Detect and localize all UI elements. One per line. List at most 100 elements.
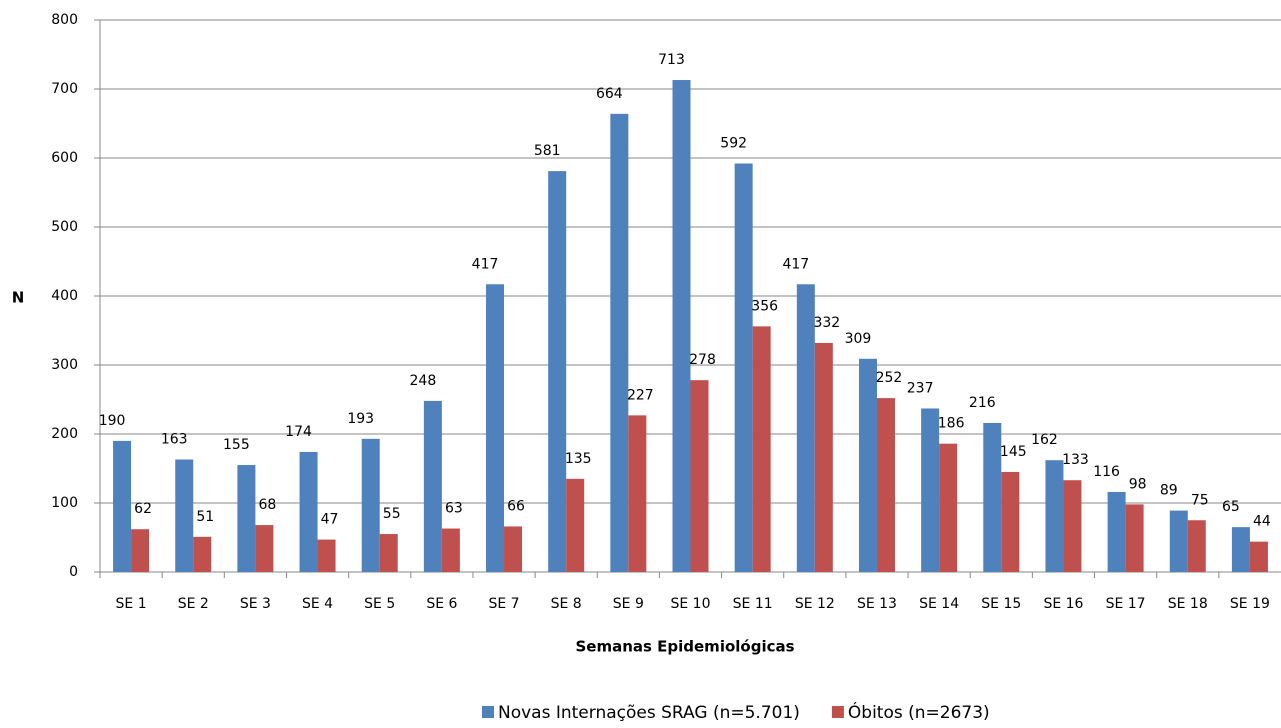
y-tick-label: 600	[51, 150, 78, 166]
data-label: 135	[565, 451, 592, 467]
y-tick-label: 400	[51, 288, 78, 304]
x-tick-label: SE 19	[1230, 596, 1270, 612]
bar	[131, 529, 150, 572]
data-label: 47	[321, 512, 339, 528]
bar	[1169, 510, 1188, 572]
bar	[237, 465, 256, 572]
y-tick-label: 100	[51, 495, 78, 511]
legend-swatch	[482, 706, 494, 718]
data-label: 216	[969, 395, 996, 411]
x-tick-label: SE 2	[178, 596, 209, 612]
data-label: 190	[99, 413, 126, 429]
bar	[113, 440, 132, 572]
data-label: 75	[1191, 492, 1209, 508]
data-label: 186	[938, 416, 965, 432]
bar	[858, 358, 877, 572]
bar	[939, 443, 958, 572]
x-tick-label: SE 15	[981, 596, 1021, 612]
bar	[628, 415, 647, 572]
data-label: 44	[1253, 514, 1271, 530]
bar	[317, 539, 336, 572]
data-label: 63	[445, 501, 463, 517]
data-label: 145	[1000, 444, 1027, 460]
bar	[1001, 471, 1020, 572]
data-label: 664	[596, 86, 623, 102]
x-tick-label: SE 13	[857, 596, 897, 612]
data-label: 193	[347, 411, 374, 427]
data-label: 62	[134, 501, 152, 517]
data-label: 68	[258, 497, 276, 513]
y-tick-label: 0	[69, 564, 78, 580]
data-label: 356	[751, 298, 778, 314]
bar	[1125, 504, 1144, 572]
bar	[1045, 460, 1064, 572]
data-label: 155	[223, 437, 250, 453]
data-label: 89	[1160, 483, 1178, 499]
bar	[379, 534, 398, 572]
bar	[193, 536, 212, 572]
data-label: 51	[196, 509, 214, 525]
data-label: 55	[383, 506, 401, 522]
x-tick-label: SE 14	[919, 596, 959, 612]
y-tick-label: 500	[51, 219, 78, 235]
x-tick-label: SE 4	[302, 596, 333, 612]
x-tick-label: SE 1	[116, 596, 147, 612]
legend-swatch	[831, 706, 844, 718]
x-tick-label: SE 7	[488, 596, 519, 612]
x-tick-label: SE 12	[795, 596, 835, 612]
x-axis-label: Semanas Epidemiológicas	[575, 638, 794, 656]
bar	[175, 459, 194, 572]
bar	[504, 526, 523, 572]
x-tick-label: SE 9	[613, 596, 644, 612]
bar	[734, 163, 753, 572]
data-label: 133	[1062, 452, 1089, 468]
x-tick-label: SE 11	[733, 596, 773, 612]
y-tick-label: 200	[51, 426, 78, 442]
x-tick-label: SE 18	[1168, 596, 1208, 612]
bar	[672, 80, 691, 572]
data-label: 417	[782, 256, 809, 272]
data-label: 332	[813, 315, 840, 331]
bar	[548, 171, 567, 573]
bar	[1231, 527, 1250, 572]
bar	[1249, 541, 1268, 572]
bar	[921, 408, 940, 572]
data-label: 227	[627, 387, 654, 403]
x-tick-label: SE 8	[551, 596, 582, 612]
data-label: 65	[1222, 499, 1240, 515]
bar	[876, 398, 895, 572]
bar	[566, 478, 585, 572]
data-label: 417	[472, 256, 499, 272]
bar	[814, 342, 833, 572]
y-tick-label: 800	[51, 12, 78, 28]
bar	[752, 326, 771, 572]
y-axis-label: N	[12, 289, 25, 307]
data-label: 713	[658, 52, 685, 68]
x-tick-label: SE 16	[1043, 596, 1083, 612]
bar	[983, 422, 1002, 572]
data-label: 581	[534, 143, 561, 159]
data-label: 248	[410, 373, 437, 389]
x-tick-label: SE 3	[240, 596, 271, 612]
bar	[486, 284, 505, 572]
y-tick-label: 700	[51, 81, 78, 97]
bar	[796, 284, 815, 572]
data-label: 98	[1129, 476, 1147, 492]
data-label: 237	[907, 380, 934, 396]
bar	[1187, 520, 1206, 572]
y-tick-label: 300	[51, 357, 78, 373]
x-tick-label: SE 17	[1106, 596, 1146, 612]
bar	[610, 113, 629, 572]
x-tick-label: SE 6	[426, 596, 457, 612]
legend-label: Óbitos (n=2673)	[848, 701, 990, 723]
bar	[423, 400, 442, 572]
data-label: 592	[720, 136, 747, 152]
bar	[441, 528, 460, 572]
x-tick-label: SE 5	[364, 596, 395, 612]
legend-label: Novas Internações SRAG (n=5.701)	[498, 703, 800, 723]
bar	[690, 380, 709, 572]
data-label: 309	[845, 331, 872, 347]
data-label: 163	[161, 432, 188, 448]
data-label: 66	[507, 498, 525, 514]
